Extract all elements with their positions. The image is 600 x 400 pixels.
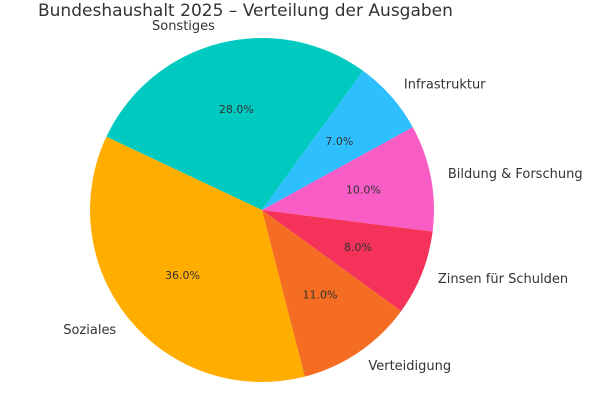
pie-slice-bildung-forschung [262,127,434,232]
slice-percent-label: 11.0% [303,288,338,301]
slice-category-label: Sonstiges [152,19,215,34]
slice-category-label: Infrastruktur [404,77,486,92]
slice-category-label: Bildung & Forschung [448,167,583,182]
pie-slice-verteidigung [262,210,402,377]
pie-slice-infrastruktur [262,70,413,210]
pie-slices [90,38,434,382]
pie-labels: 28.0% Sonstiges 36.0% Soziales 11.0% Verteidi… [63,19,582,374]
chart-title: Bundeshaushalt 2025 – Verteilung der Aus… [38,1,453,21]
slice-percent-label: 36.0% [165,269,200,282]
pie-slice-zinsen-f-r-schulden [262,210,433,312]
slice-percent-label: 8.0% [344,241,372,254]
slice-percent-label: 10.0% [346,184,381,197]
slice-category-label: Verteidigung [368,359,451,374]
pie-slice-sonstiges [106,38,364,211]
slice-category-label: Soziales [63,323,116,338]
pie-slice-soziales [90,136,305,382]
slice-percent-label: 28.0% [219,103,254,116]
slice-category-label: Zinsen für Schulden [438,272,568,287]
slice-percent-label: 7.0% [325,135,353,148]
